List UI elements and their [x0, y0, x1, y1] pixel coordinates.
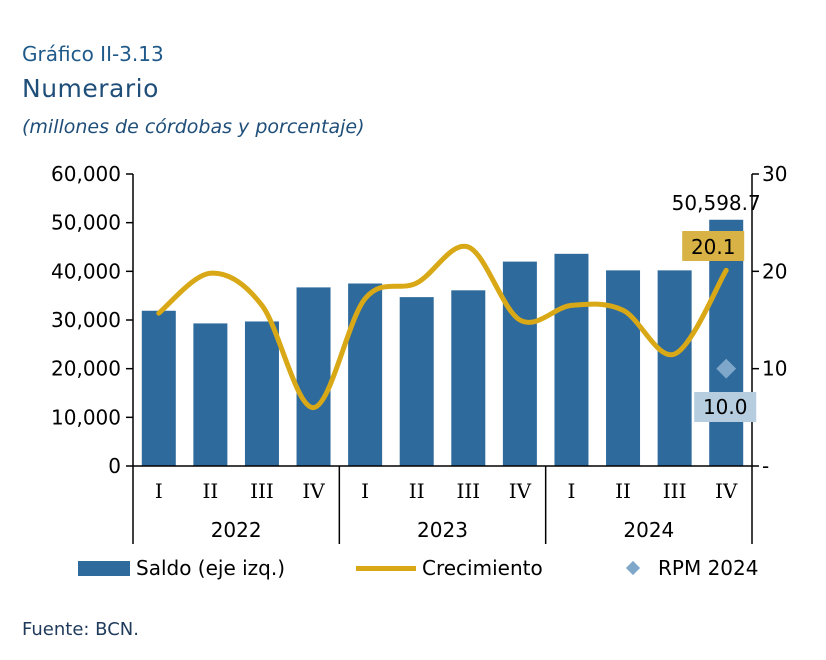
- left-tick-label-6: 0: [108, 454, 121, 478]
- chart-subtitle: (millones de córdobas y porcentaje): [22, 116, 365, 138]
- left-tick-label-0: 60,000: [51, 162, 121, 186]
- category-label-3: IV: [302, 479, 325, 503]
- left-tick-label-1: 50,000: [51, 211, 121, 235]
- rpm-callout-box: [694, 392, 757, 422]
- group-label-0: 2022: [211, 518, 262, 542]
- chart-number: Gráfico II-3.13: [22, 42, 164, 66]
- legend-item-saldo: Saldo (eje izq.): [78, 556, 285, 580]
- group-label-1: 2023: [417, 518, 468, 542]
- bar-10: [657, 270, 692, 466]
- category-label-8: I: [568, 479, 576, 503]
- category-label-9: II: [615, 479, 631, 503]
- rpm-callout-label: 10.0: [703, 395, 748, 419]
- category-label-6: III: [456, 479, 480, 503]
- category-label-1: II: [202, 479, 218, 503]
- legend-swatch-line: [356, 565, 416, 571]
- bar-6: [451, 290, 486, 466]
- bar-4: [348, 283, 383, 466]
- bar-2: [244, 321, 279, 466]
- category-label-11: IV: [715, 479, 738, 503]
- right-tick-label-1: 20: [762, 259, 787, 283]
- category-label-4: I: [361, 479, 369, 503]
- legend-item-rpm: RPM 2024: [618, 556, 758, 580]
- source-note: Fuente: BCN.: [22, 619, 139, 640]
- bar-1: [193, 323, 228, 466]
- right-tick-label-3: -: [762, 454, 769, 478]
- bar-5: [399, 297, 434, 466]
- chart-title: Numerario: [22, 74, 159, 103]
- growth-line: [156, 243, 729, 411]
- bar-9: [606, 270, 641, 466]
- legend-label-saldo: Saldo (eje izq.): [136, 556, 286, 580]
- bar-3: [296, 287, 331, 466]
- category-label-5: II: [409, 479, 425, 503]
- bar-8: [554, 253, 589, 466]
- category-label-10: III: [663, 479, 687, 503]
- legend-swatch-diamond: [625, 560, 641, 576]
- legend-swatch-bar: [78, 560, 130, 576]
- rpm-marker: [716, 358, 737, 379]
- right-tick-label-2: 10: [762, 357, 787, 381]
- growth-callout-label: 20.1: [691, 235, 736, 259]
- left-tick-label-5: 10,000: [51, 405, 121, 429]
- growth-callout-box: [682, 231, 745, 261]
- category-label-2: III: [250, 479, 274, 503]
- group-label-2: 2024: [623, 518, 674, 542]
- legend-item-crecimiento: Crecimiento: [356, 556, 543, 580]
- legend-label-rpm: RPM 2024: [658, 556, 759, 580]
- right-tick-label-0: 30: [762, 162, 787, 186]
- last-bar-value-label: 50,598.7: [672, 191, 761, 215]
- category-label-7: IV: [509, 479, 532, 503]
- left-tick-label-4: 20,000: [51, 357, 121, 381]
- bar-7: [502, 261, 537, 466]
- legend: Saldo (eje izq.) Crecimiento RPM 2024: [0, 556, 826, 586]
- category-label-0: I: [155, 479, 163, 503]
- chart-area: 60,000 50,000 40,000 30,000 20,000 10,000 0 30 2…: [51, 162, 787, 544]
- legend-label-crecimiento: Crecimiento: [422, 556, 543, 580]
- bar-0: [141, 310, 176, 466]
- left-tick-label-3: 30,000: [51, 308, 121, 332]
- left-tick-label-2: 40,000: [51, 259, 121, 283]
